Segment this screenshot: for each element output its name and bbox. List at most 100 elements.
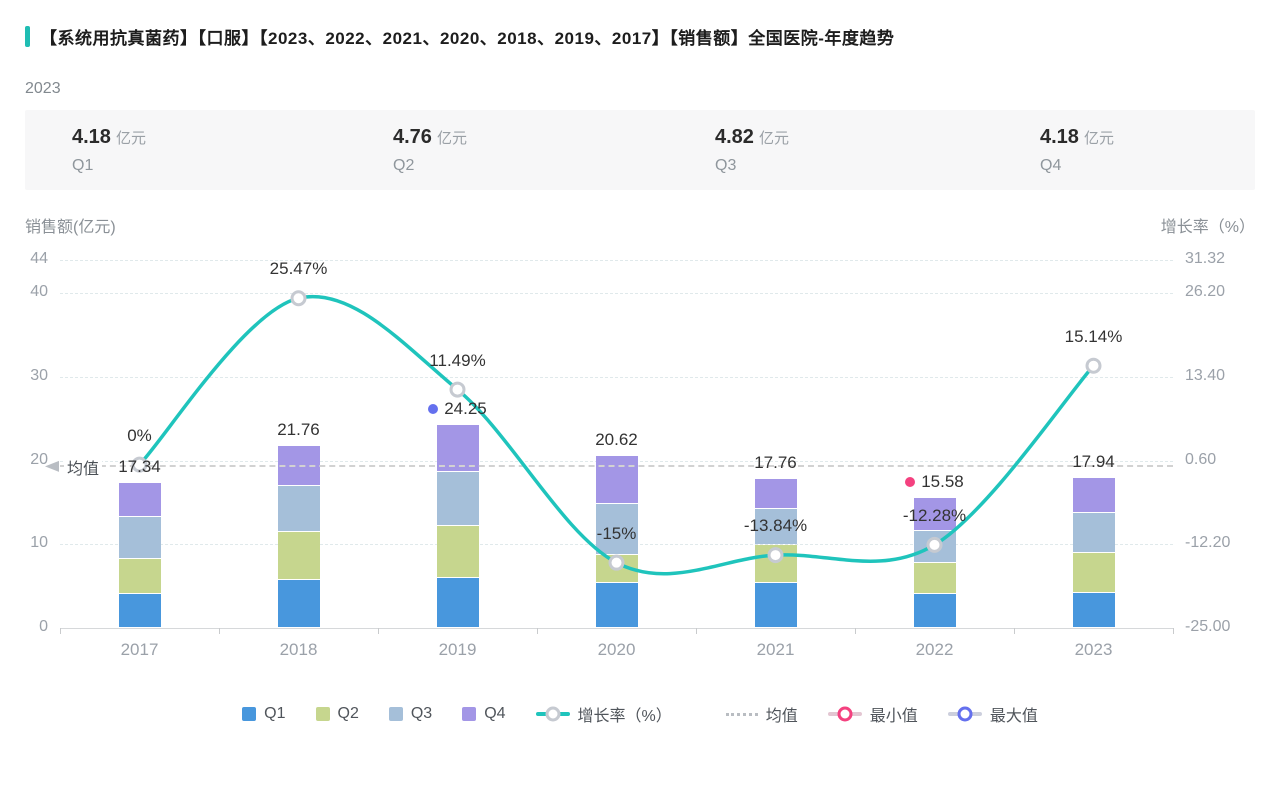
growth-label-2022: -12.28%	[865, 506, 1005, 526]
title-accent-bar	[25, 26, 30, 47]
bar-2017-Q3[interactable]	[118, 516, 161, 558]
bar-total-label-2019: 24.25	[388, 399, 528, 419]
y-axis-left-tick-label: 10	[30, 534, 48, 552]
bar-total-text: 24.25	[444, 399, 487, 419]
bar-total-label-2023: 17.94	[1024, 452, 1164, 472]
bar-total-text: 15.58	[921, 471, 964, 491]
bar-2020-Q4[interactable]	[595, 455, 638, 504]
bar-total-label-2021: 17.76	[706, 453, 846, 473]
stat-q3-value: 4.82 亿元	[715, 126, 789, 148]
growth-label-2018: 25.47%	[229, 259, 369, 279]
bar-2023-Q1[interactable]	[1072, 593, 1115, 627]
max-value-dot-icon	[428, 404, 439, 415]
bar-2017-Q1[interactable]	[118, 594, 161, 627]
growth-percent-text: 15.14%	[1064, 326, 1123, 346]
x-axis-line	[60, 628, 1173, 629]
bar-2017-Q2[interactable]	[118, 558, 161, 594]
legend-q2-label: Q2	[337, 705, 359, 722]
right-axis-title: 增长率（%）	[1160, 219, 1255, 236]
x-axis-category-label: 2018	[279, 640, 318, 659]
growth-label-2021: -13.84%	[706, 516, 846, 536]
growth-label-2019: 11.49%	[388, 351, 528, 371]
stat-q4-label: Q4	[1040, 157, 1062, 174]
bar-2022-Q1[interactable]	[913, 593, 956, 627]
legend-item-q3[interactable]: Q3	[388, 705, 433, 723]
growth-point-2019[interactable]	[449, 381, 466, 398]
y-axis-left-tick-label: 0	[39, 618, 48, 635]
x-axis-category-label: 2021	[756, 640, 795, 659]
max-marker-icon	[947, 706, 982, 722]
bar-2021-Q1[interactable]	[754, 582, 797, 627]
growth-label-2023: 15.14%	[1024, 327, 1164, 347]
stat-q4-unit: 亿元	[1083, 130, 1114, 147]
legend-mean-label: 均值	[765, 708, 798, 725]
growth-percent-text: 0%	[127, 425, 152, 445]
gridline	[60, 260, 1173, 261]
growth-label-2020: -15%	[547, 524, 687, 544]
bar-2017-Q4[interactable]	[118, 482, 161, 516]
x-axis-category-label: 2022	[915, 640, 954, 659]
x-axis-tick	[537, 628, 538, 634]
x-axis-tick	[219, 628, 220, 634]
bar-2018-Q2[interactable]	[277, 532, 320, 579]
legend: Q1 Q2 Q3 Q4 增长率（%） 均值 最小值 最大值	[0, 702, 1280, 726]
q3-swatch	[388, 707, 403, 721]
y-axis-left-tick-label: 44	[30, 250, 48, 267]
legend-item-q4[interactable]: Q4	[462, 705, 506, 723]
stat-q2-label: Q2	[393, 157, 415, 174]
y-axis-right-tick-label: 13.40	[1185, 367, 1226, 385]
growth-line-icon	[535, 706, 570, 722]
y-axis-right-tick-label: -25.00	[1185, 618, 1231, 635]
bar-total-label-2018: 21.76	[229, 420, 369, 440]
bar-2019-Q4[interactable]	[436, 425, 479, 471]
y-axis-left-tick-label: 20	[30, 450, 48, 468]
legend-max-label: 最大值	[989, 708, 1038, 725]
mean-dotted-line-icon	[725, 712, 758, 716]
bar-2023-Q4[interactable]	[1072, 477, 1115, 512]
legend-q3-label: Q3	[410, 705, 433, 722]
bar-2021-Q4[interactable]	[754, 479, 797, 509]
bar-2019-Q1[interactable]	[436, 578, 479, 627]
bar-total-label-2017: 17.34	[70, 457, 210, 477]
bar-2021-Q2[interactable]	[754, 545, 797, 582]
legend-item-min[interactable]: 最小值	[827, 702, 918, 726]
bar-2018-Q1[interactable]	[277, 579, 320, 627]
bar-2023-Q3[interactable]	[1072, 512, 1115, 553]
gridline	[60, 377, 1173, 379]
growth-percent-text: 25.47%	[269, 259, 328, 279]
bar-total-text: 21.76	[277, 420, 320, 439]
x-axis-category-label: 2019	[438, 640, 477, 659]
legend-item-q2[interactable]: Q2	[315, 705, 359, 723]
y-axis-right-tick-label: -12.20	[1185, 534, 1231, 552]
y-axis-left-tick-label: 30	[30, 367, 48, 385]
legend-item-max[interactable]: 最大值	[947, 702, 1038, 726]
bar-2019-Q3[interactable]	[436, 471, 479, 525]
bar-total-text: 17.34	[118, 456, 161, 476]
growth-percent-text: -15%	[596, 523, 637, 543]
min-value-dot-icon	[905, 476, 916, 487]
bar-2019-Q2[interactable]	[436, 525, 479, 578]
legend-q4-label: Q4	[484, 705, 506, 722]
legend-item-q1[interactable]: Q1	[242, 705, 286, 723]
growth-percent-text: 11.49%	[429, 350, 486, 370]
q4-swatch	[462, 707, 477, 721]
growth-percent-text: -12.28%	[902, 505, 967, 525]
bar-2020-Q1[interactable]	[595, 582, 638, 627]
x-axis-tick	[60, 628, 61, 634]
legend-q1-label: Q1	[264, 705, 286, 722]
x-axis-category-label: 2017	[120, 640, 159, 659]
stat-q3-unit: 亿元	[758, 130, 789, 147]
x-axis-tick	[1014, 628, 1015, 634]
q2-swatch	[315, 707, 330, 721]
bar-2018-Q3[interactable]	[277, 485, 320, 532]
bar-2020-Q2[interactable]	[595, 555, 638, 582]
bar-2023-Q2[interactable]	[1072, 553, 1115, 593]
legend-item-growth[interactable]: 增长率（%）	[535, 702, 672, 726]
x-axis-tick	[696, 628, 697, 634]
bar-total-label-2020: 20.62	[547, 430, 687, 450]
bar-2022-Q2[interactable]	[913, 562, 956, 593]
bar-2022-Q3[interactable]	[913, 530, 956, 562]
legend-item-mean[interactable]: 均值	[725, 702, 798, 726]
page-title: 【系统用抗真菌药】【口服】【2023、2022、2021、2020、2018、2…	[40, 29, 895, 48]
growth-point-2023[interactable]	[1085, 357, 1102, 374]
